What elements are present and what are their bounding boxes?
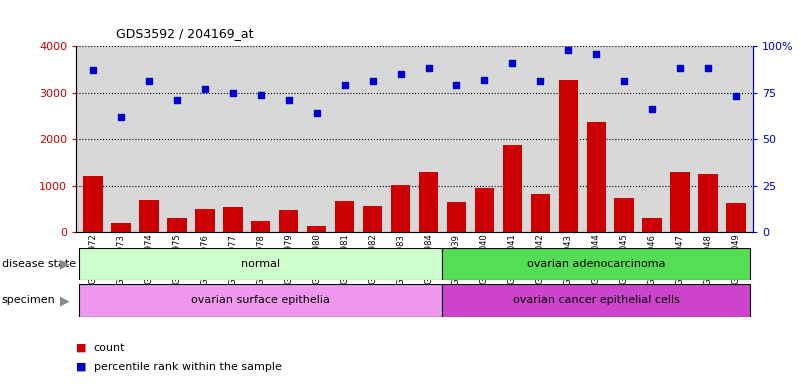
Bar (419, 172, 438, 232)
Text: ▶: ▶ (60, 294, 70, 307)
Bar (78, 248, 442, 280)
Point (282, 97, 295, 103)
Point (702, 65, 714, 71)
Point (310, 110, 323, 116)
Bar (111, 223, 131, 232)
Bar (614, 198, 634, 232)
Point (366, 78, 379, 84)
Point (199, 86, 211, 92)
Text: ▶: ▶ (60, 258, 70, 270)
Bar (727, 204, 746, 232)
Point (730, 93, 743, 99)
Bar (223, 207, 243, 232)
Point (171, 97, 183, 103)
Point (534, 78, 547, 84)
Text: count: count (94, 343, 125, 353)
Point (674, 65, 686, 71)
Point (227, 89, 239, 96)
Bar (307, 226, 327, 232)
Point (506, 60, 519, 66)
Text: normal: normal (241, 259, 280, 269)
Bar (698, 174, 718, 232)
Point (562, 47, 575, 53)
Point (618, 78, 630, 84)
Bar (391, 185, 410, 232)
Text: ovarian adenocarcinoma: ovarian adenocarcinoma (527, 259, 666, 269)
Bar (335, 201, 354, 232)
Point (450, 82, 463, 88)
Bar (502, 145, 522, 232)
Bar (83, 177, 103, 232)
Text: percentile rank within the sample: percentile rank within the sample (94, 362, 282, 372)
Text: GDS3592 / 204169_at: GDS3592 / 204169_at (116, 27, 254, 40)
Point (394, 71, 407, 77)
Point (646, 106, 658, 113)
Bar (363, 206, 382, 232)
Bar (642, 218, 662, 232)
Point (590, 50, 602, 56)
Text: disease state: disease state (2, 259, 76, 269)
Point (143, 78, 155, 84)
Point (422, 65, 435, 71)
Text: ovarian surface epithelia: ovarian surface epithelia (191, 295, 330, 306)
Bar (442, 284, 751, 317)
Bar (475, 188, 494, 232)
Bar (78, 284, 442, 317)
Text: ■: ■ (76, 362, 90, 372)
Bar (670, 172, 690, 232)
Bar (139, 200, 159, 232)
Bar (447, 202, 466, 232)
Bar (442, 248, 751, 280)
Text: ovarian cancer epithelial cells: ovarian cancer epithelial cells (513, 295, 680, 306)
Text: specimen: specimen (2, 295, 55, 306)
Point (87, 67, 99, 73)
Text: ■: ■ (76, 343, 90, 353)
Point (254, 91, 267, 98)
Bar (558, 80, 578, 232)
Point (338, 82, 351, 88)
Bar (195, 209, 215, 232)
Bar (586, 121, 606, 232)
Bar (251, 221, 271, 232)
Point (478, 76, 491, 83)
Point (115, 114, 127, 120)
Bar (279, 210, 299, 232)
Bar (167, 218, 187, 232)
Bar (530, 194, 550, 232)
